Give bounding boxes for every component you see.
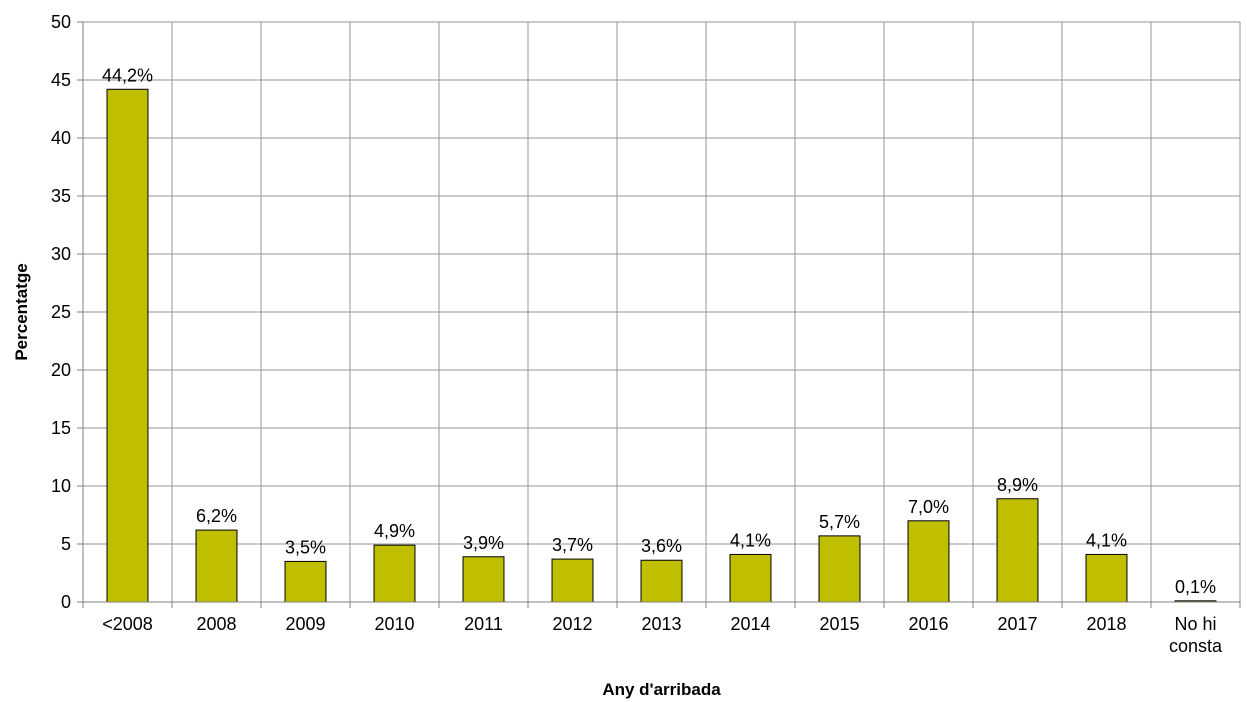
data-label: 44,2% — [102, 65, 153, 85]
x-tick-labels: <2008 2008 2009 2010 2011 2012 2013 2014 2015 201… — [102, 614, 1223, 656]
data-label: 7,0% — [908, 497, 949, 517]
y-tick-label: 0 — [61, 592, 71, 612]
data-label: 8,9% — [997, 475, 1038, 495]
x-tick-label: 2013 — [641, 614, 681, 634]
x-tick-label: 2012 — [552, 614, 592, 634]
y-axis-title: Percentatge — [12, 263, 31, 360]
data-label: 3,6% — [641, 536, 682, 556]
y-tick-label: 45 — [51, 70, 71, 90]
bar — [195, 529, 238, 603]
bar — [462, 556, 505, 603]
y-tick-labels: 0 5 10 15 20 25 30 35 40 45 50 — [51, 12, 71, 612]
y-tick-label: 20 — [51, 360, 71, 380]
x-tick-label: 2008 — [196, 614, 236, 634]
bar — [551, 558, 594, 603]
x-tick-label: 2009 — [285, 614, 325, 634]
x-tick-label: 2015 — [819, 614, 859, 634]
bar — [729, 553, 772, 603]
data-label: 5,7% — [819, 512, 860, 532]
x-tick-label: No hi consta — [1169, 614, 1223, 656]
x-tick-label: 2010 — [374, 614, 414, 634]
x-axis-title: Any d'arribada — [602, 680, 721, 699]
data-label: 3,7% — [552, 535, 593, 555]
data-label: 4,1% — [730, 530, 771, 550]
bars — [106, 88, 1217, 603]
bar — [907, 520, 950, 603]
bar — [996, 498, 1039, 603]
bar — [818, 535, 861, 603]
y-tick-label: 40 — [51, 128, 71, 148]
y-tick-label: 35 — [51, 186, 71, 206]
y-tick-label: 25 — [51, 302, 71, 322]
bar — [284, 560, 327, 603]
y-tick-label: 5 — [61, 534, 71, 554]
bar — [373, 544, 416, 603]
x-tick-label: 2014 — [730, 614, 770, 634]
data-label: 0,1% — [1175, 577, 1216, 597]
axes — [77, 21, 1241, 608]
data-label: 3,9% — [463, 533, 504, 553]
data-label: 6,2% — [196, 506, 237, 526]
y-tick-label: 15 — [51, 418, 71, 438]
y-tick-label: 10 — [51, 476, 71, 496]
x-tick-label: <2008 — [102, 614, 153, 634]
y-tick-label: 50 — [51, 12, 71, 32]
x-tick-label: 2011 — [464, 614, 503, 634]
bar — [106, 88, 149, 603]
y-tick-label: 30 — [51, 244, 71, 264]
data-label: 4,1% — [1086, 530, 1127, 550]
data-labels: 44,2% 6,2% 3,5% 4,9% 3,9% 3,7% 3,6% 4,1% 5,7% 7,0… — [102, 65, 1216, 597]
data-label: 4,9% — [374, 521, 415, 541]
x-tick-label: 2017 — [997, 614, 1037, 634]
data-label: 3,5% — [285, 537, 326, 557]
x-tick-label: 2018 — [1086, 614, 1126, 634]
x-tick-label: 2016 — [908, 614, 948, 634]
bar — [1085, 553, 1128, 603]
gridlines — [83, 21, 1241, 603]
bar — [640, 559, 683, 603]
